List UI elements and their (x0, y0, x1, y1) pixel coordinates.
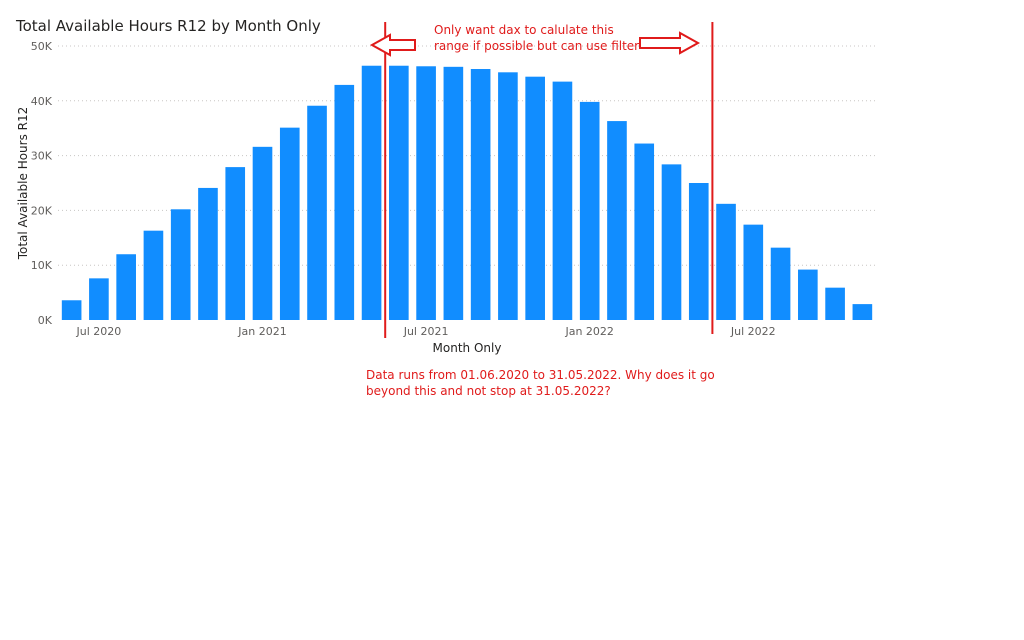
range-note: Only want dax to calulate this range if … (434, 23, 640, 53)
bar-jan-2022 (579, 101, 600, 320)
bar-jun-2022 (716, 203, 736, 320)
bar-nov-2020 (198, 187, 218, 320)
bar-oct-2020 (170, 209, 191, 320)
x-axis-ticks: Jul 2020 Jan 2021 Jul 2021 Jan 2022 Jul 2022 (76, 325, 776, 338)
y-tick-label: 50K (31, 40, 53, 53)
bar-apr-2021 (334, 84, 355, 321)
bar-aug-2021 (443, 66, 464, 320)
left-arrow-icon (369, 33, 416, 57)
bar-jul-2020 (89, 278, 109, 320)
bar-feb-2021 (279, 127, 300, 320)
bar-oct-2022 (825, 287, 845, 320)
y-tick-label: 20K (31, 204, 53, 217)
bar-jun-2021 (389, 65, 409, 320)
y-tick-label: 10K (31, 259, 53, 272)
bar-dec-2021 (552, 81, 573, 321)
bar-aug-2020 (116, 254, 136, 320)
x-tick-label: Jul 2022 (730, 325, 776, 338)
x-tick-label: Jul 2020 (76, 325, 122, 338)
gridlines (58, 45, 876, 266)
chart-title: Total Available Hours R12 by Month Only (15, 17, 321, 35)
bar-sep-2020 (143, 230, 164, 320)
x-axis-title: Month Only (433, 341, 502, 355)
right-arrow-icon (639, 31, 701, 55)
y-tick-label: 0K (38, 314, 53, 327)
bar-sep-2022 (798, 269, 818, 320)
bar-jul-2021 (416, 66, 436, 320)
bar-mar-2022 (634, 143, 655, 320)
y-axis-title: Total Available Hours R12 (16, 107, 30, 261)
bar-mar-2021 (307, 105, 327, 321)
bar-jul-2022 (743, 224, 764, 320)
x-tick-label: Jan 2022 (564, 325, 613, 338)
bar-nov-2022 (852, 304, 873, 320)
bar-jan-2021 (252, 146, 273, 320)
bar-series (61, 65, 873, 321)
y-axis-ticks: 0K 10K 20K 30K 40K 50K (31, 40, 53, 327)
bar-aug-2022 (770, 247, 791, 320)
bar-dec-2020 (225, 167, 246, 320)
x-tick-label: Jan 2021 (237, 325, 286, 338)
data-note: Data runs from 01.06.2020 to 31.05.2022.… (366, 368, 715, 398)
range-annotation (369, 22, 714, 338)
bar-feb-2022 (607, 121, 627, 321)
bar-oct-2021 (498, 72, 518, 320)
bar-may-2021 (361, 65, 382, 320)
x-tick-label: Jul 2021 (403, 325, 449, 338)
y-tick-label: 40K (31, 95, 53, 108)
y-tick-label: 30K (31, 150, 53, 163)
bar-jun-2020 (61, 300, 82, 320)
bar-nov-2021 (525, 76, 545, 320)
bar-sep-2021 (470, 69, 491, 321)
bar-apr-2022 (661, 164, 682, 320)
bar-may-2022 (688, 183, 709, 320)
